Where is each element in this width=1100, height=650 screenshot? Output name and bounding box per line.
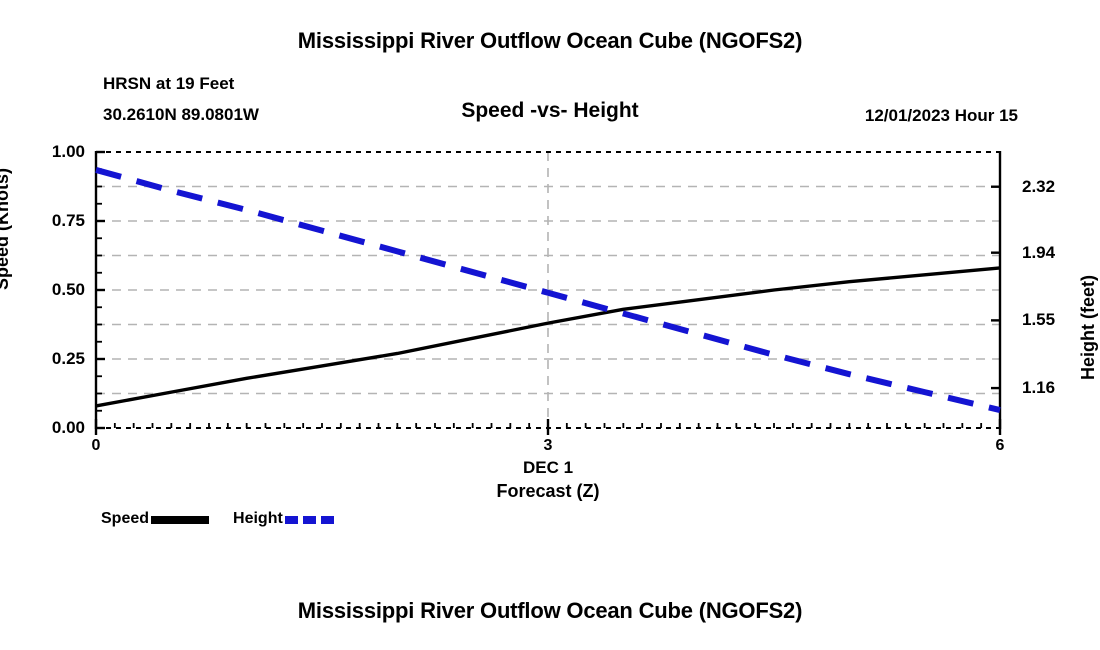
y-tick-label-left: 1.00 (51, 142, 85, 161)
y-tick-label-right: 1.55 (1022, 310, 1056, 330)
page-title-top: Mississippi River Outflow Ocean Cube (NG… (297, 28, 803, 53)
legend-swatch-speed-icon (151, 516, 210, 524)
forecast-datetime: 12/01/2023 Hour 15 (864, 106, 1018, 125)
legend-item-height[interactable]: Height (233, 508, 341, 530)
legend-swatch-height-icon (284, 516, 339, 524)
x-tick-label: 3 (543, 437, 553, 454)
station-label: HRSN at 19 Feet (103, 74, 235, 93)
x-tick-label: 6 (995, 437, 1005, 454)
chart-legend: Speed Height (101, 508, 341, 530)
chart-subtitle: Speed -vs- Height (461, 99, 639, 122)
x-axis-label: Forecast (Z) (496, 481, 600, 501)
y-tick-label-left: 0.75 (51, 211, 85, 230)
legend-label-speed: Speed (101, 510, 150, 527)
x-tick-label: 0 (91, 437, 101, 454)
y-tick-label-left: 0.25 (51, 349, 85, 368)
y-tick-label-left: 0.00 (51, 418, 85, 437)
y-axis-label-right: Height (feet) (1078, 275, 1098, 380)
legend-label-height: Height (233, 510, 283, 527)
plot-area (94, 150, 1002, 435)
plot-canvas (94, 150, 1002, 435)
y-tick-label-right: 1.94 (1022, 242, 1056, 262)
y-tick-label-right: 2.32 (1022, 176, 1056, 196)
x-axis-date-label: DEC 1 (522, 458, 574, 477)
series-line-height (95, 167, 1001, 413)
y-tick-label-right: 1.16 (1022, 378, 1056, 398)
coordinates-label: 30.2610N 89.0801W (103, 105, 259, 124)
series-line-speed (95, 266, 1001, 408)
y-tick-label-left: 0.50 (51, 280, 85, 299)
page-title-bottom: Mississippi River Outflow Ocean Cube (NG… (297, 598, 803, 623)
y-axis-label-left: Speed (Knots) (0, 167, 12, 290)
legend-item-speed[interactable]: Speed (101, 508, 211, 530)
